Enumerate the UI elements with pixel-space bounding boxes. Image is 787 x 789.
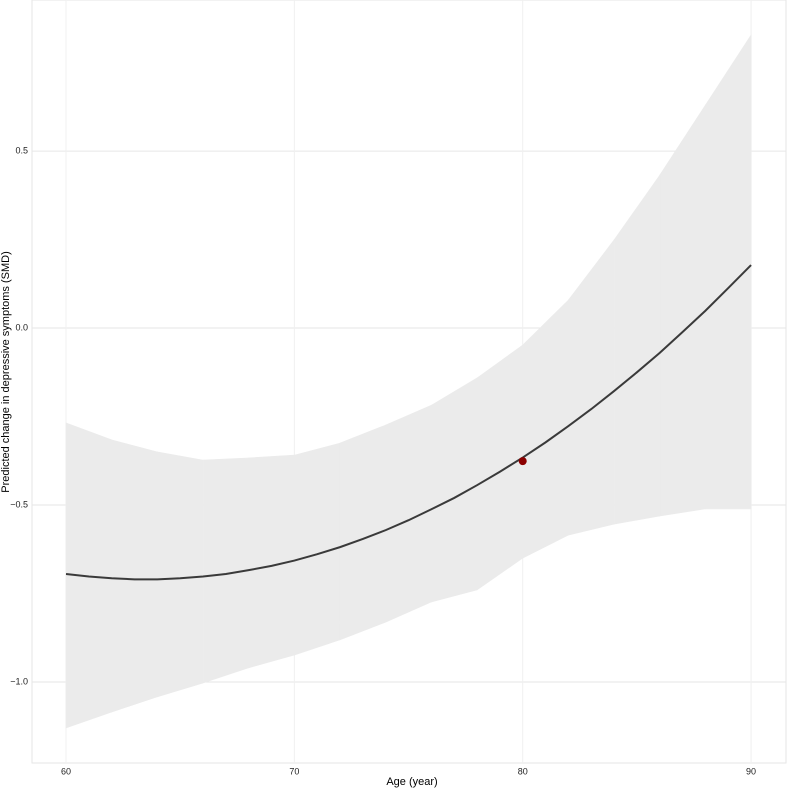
y-axis-title: Predicted change in depressive symptoms … [0, 251, 12, 492]
x-tick-label: 60 [61, 766, 71, 776]
y-tick-label: 0.5 [15, 145, 28, 155]
fit-line [65, 264, 752, 581]
x-tick-label: 90 [746, 766, 756, 776]
y-tick-label: −1.0 [10, 676, 28, 686]
confidence-band [522, 299, 569, 559]
confidence-band [568, 239, 615, 536]
y-tick-label: −0.5 [10, 499, 28, 509]
x-axis-title: Age (year) [386, 776, 437, 788]
x-tick-label: 80 [518, 766, 528, 776]
confidence-band [705, 34, 752, 510]
confidence-band [385, 404, 432, 623]
confidence-band [157, 451, 204, 698]
x-tick-label: 70 [289, 766, 299, 776]
confidence-band [613, 174, 661, 525]
plot-border [31, 0, 787, 764]
confidence-band [659, 104, 706, 517]
confidence-band [476, 344, 524, 591]
highlight-point [518, 457, 527, 466]
confidence-band [111, 439, 158, 713]
y-tick-label: 0.0 [15, 322, 28, 332]
